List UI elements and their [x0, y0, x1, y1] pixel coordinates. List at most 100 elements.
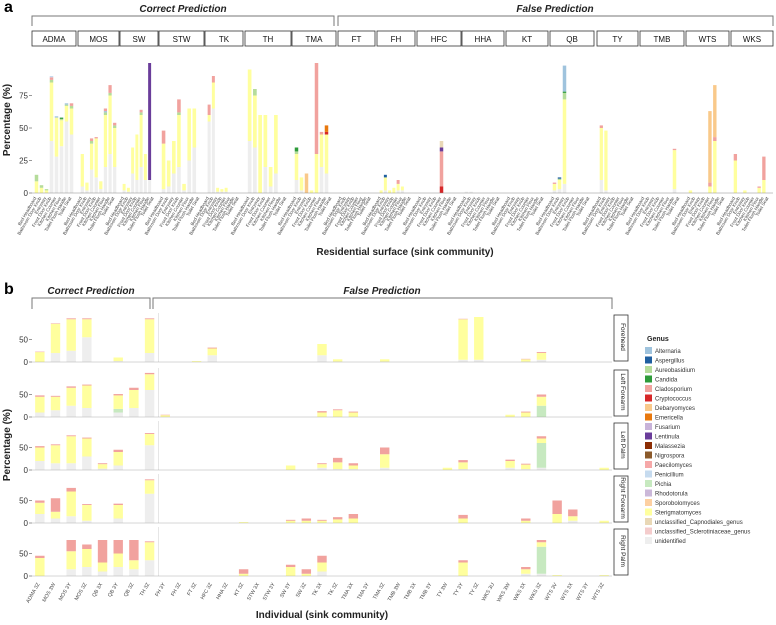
bar-segment-b [35, 412, 45, 417]
bar-segment-b [568, 516, 578, 521]
bar-segment-a [126, 187, 130, 192]
x-category-label-b: FH 3Y [154, 582, 167, 598]
bar-segment-b [144, 353, 155, 362]
bar-segment-a [263, 167, 268, 193]
bar-segment-b [568, 509, 578, 517]
y-tick-label-b: 50 [19, 550, 28, 559]
bar-segment-b [144, 434, 155, 446]
bar-segment-b [113, 361, 123, 362]
bar-segment-a [143, 180, 147, 193]
bar-segment-b [348, 469, 359, 470]
bar-segment-b [301, 518, 312, 521]
bar-segment-b [536, 353, 547, 360]
bar-segment-b [332, 519, 343, 523]
bar-segment-a [383, 177, 387, 191]
legend-swatch [645, 366, 652, 373]
bar-segment-b [129, 387, 139, 390]
x-category-label-b: WTS 3Z [591, 582, 606, 601]
bar-segment-b [66, 405, 76, 417]
bar-segment-b [97, 468, 108, 470]
bar-segment-b [599, 575, 609, 576]
facet-strip-b [613, 528, 629, 576]
bar-segment-a [562, 183, 567, 193]
y-tick-label-b: 50 [19, 444, 28, 453]
bar-segment-a [319, 134, 324, 167]
bar-segment-b [82, 567, 92, 576]
bar-segment-a [49, 141, 54, 193]
bar-segment-b [35, 558, 45, 576]
x-category-label-b: TMB 3W [387, 582, 402, 603]
legend-swatch [645, 375, 652, 383]
bar-segment-a [263, 115, 268, 167]
bar-segment-a [672, 148, 677, 151]
bar-segment-a [400, 190, 404, 193]
facet-strip-a [549, 30, 595, 47]
bar-segment-a [324, 173, 329, 193]
bar-segment-a [103, 111, 108, 113]
bar-segment-b [191, 361, 202, 362]
bar-segment-b [82, 337, 92, 362]
bar-segment-a [439, 147, 444, 152]
bar-segment-b [285, 465, 296, 470]
bar-segment-b [50, 353, 61, 362]
bar-segment-a [557, 189, 562, 193]
bar-segment-a [182, 190, 186, 193]
bar-segment-b [129, 540, 139, 561]
bar-segment-a [604, 190, 608, 193]
bar-segment-a [562, 65, 567, 92]
bar-segment-b [380, 359, 390, 362]
bar-segment-b [505, 461, 515, 468]
bar-segment-b [474, 359, 484, 362]
bar-segment-b [129, 408, 139, 417]
bar-segment-b [50, 396, 61, 411]
legend-item-label: Nigrospora [655, 454, 685, 460]
bar-segment-b [552, 514, 562, 523]
bar-segment-b [207, 347, 217, 349]
facet-strip-a [685, 30, 730, 47]
bar-segment-a [192, 108, 197, 148]
x-category-label-b: WTS 3V [544, 582, 559, 602]
bar-segment-a [94, 137, 98, 139]
bar-segment-a [89, 141, 94, 144]
bar-segment-b [317, 412, 327, 417]
bar-segment-b [113, 553, 123, 567]
legend-item-label: Aspergillus [655, 359, 684, 365]
bar-segment-b [536, 540, 547, 543]
bar-segment-a [94, 177, 98, 193]
bar-segment-a [207, 115, 211, 122]
bar-segment-b [144, 541, 155, 543]
bar-segment-a [148, 180, 152, 193]
bar-segment-b [317, 519, 327, 521]
bar-segment-b [332, 457, 343, 463]
bar-segment-a [253, 95, 257, 148]
x-category-label-b: QB 3Z [123, 582, 136, 598]
bar-segment-b [536, 352, 547, 353]
legend-item-label: Malassezia [655, 444, 686, 450]
bar-segment-b [332, 409, 343, 411]
x-category-label-b: KT 3Z [233, 582, 245, 597]
bar-segment-b [348, 463, 359, 466]
bar-segment-a [400, 186, 404, 191]
bar-segment-b [50, 444, 61, 446]
bar-segment-a [599, 125, 603, 128]
bar-segment-a [392, 187, 396, 193]
y-axis-label-b: Percentage (%) [2, 409, 13, 481]
bar-segment-b [348, 465, 359, 470]
bar-segment-a [139, 167, 143, 193]
facet-strip-a [337, 30, 376, 47]
bar-segment-b [82, 384, 92, 386]
bar-segment-b [82, 408, 92, 417]
x-category-label-b: TY 3W [436, 582, 449, 599]
bar-segment-a [177, 112, 181, 115]
x-category-label-b: HHA 3Z [215, 582, 229, 601]
bar-segment-a [187, 160, 191, 193]
legend-swatch [645, 423, 652, 430]
legend-title: Genus [647, 336, 669, 343]
facet-strip-a [639, 30, 685, 47]
bar-segment-b [317, 463, 327, 465]
facet-label-b: Left Forearm [619, 373, 626, 410]
legend-item-label: Fusarium [655, 425, 680, 431]
bar-segment-a [309, 190, 314, 193]
bar-segment-b [66, 540, 76, 552]
bar-segment-b [521, 359, 531, 362]
